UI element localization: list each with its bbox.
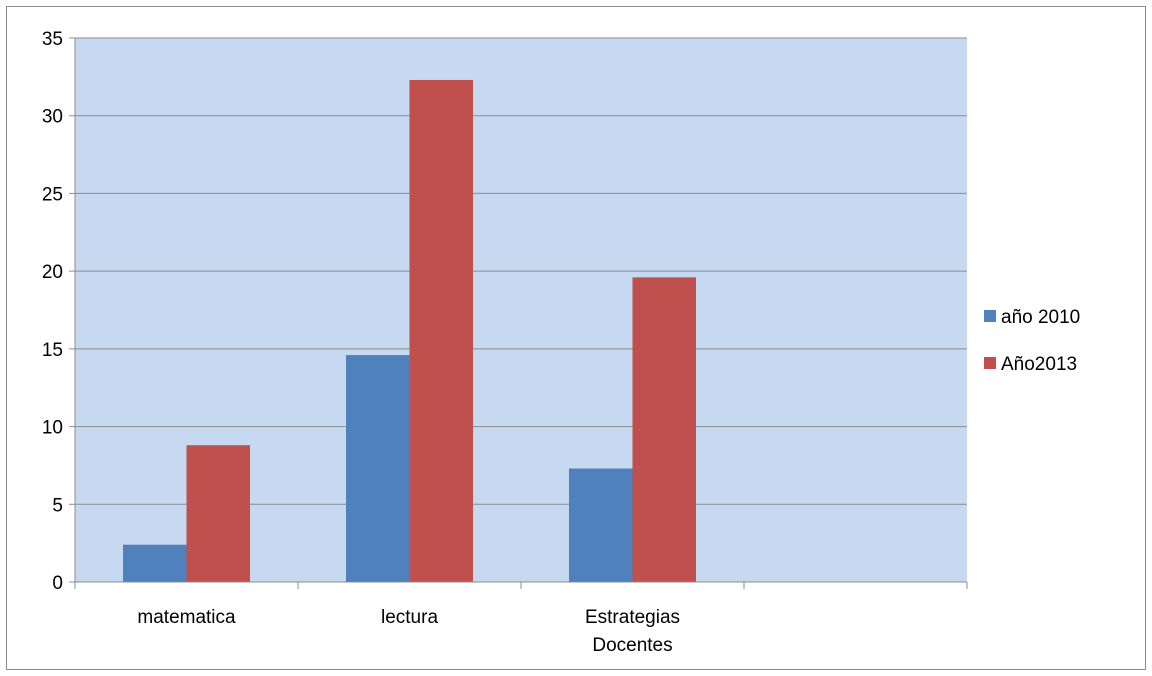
- bar-series-2: [632, 277, 696, 582]
- y-tick-labels: 0 5 10 15 20 25 30 35: [42, 29, 63, 594]
- bar-series-1: [346, 355, 410, 582]
- axes: [74, 38, 968, 589]
- bar-series-1: [569, 468, 633, 582]
- y-tick-label: 10: [42, 418, 63, 439]
- y-tick-label: 25: [42, 184, 63, 205]
- bar-series-2: [186, 445, 250, 582]
- y-tick-label: 35: [42, 29, 63, 50]
- legend-swatch: [984, 310, 996, 322]
- x-category-label: matematica: [137, 607, 236, 628]
- bar-series-1: [123, 544, 187, 582]
- y-tick-label: 30: [42, 107, 63, 128]
- legend: año 2010 Año2013: [984, 307, 1080, 375]
- x-category-labels: matematica lectura Estrategias Docentes: [137, 607, 680, 656]
- x-category-label: lectura: [381, 607, 438, 628]
- y-tick-label: 15: [42, 340, 63, 361]
- x-category-label: Estrategias Docentes: [585, 607, 680, 656]
- bars: [123, 79, 696, 583]
- y-tick-label: 5: [52, 495, 63, 516]
- legend-swatch: [984, 357, 996, 369]
- y-tick-label: 20: [42, 262, 63, 283]
- bar-series-2: [409, 79, 473, 583]
- legend-label: Año2013: [1001, 354, 1077, 375]
- y-tick-label: 0: [52, 573, 63, 594]
- legend-label: año 2010: [1001, 307, 1080, 328]
